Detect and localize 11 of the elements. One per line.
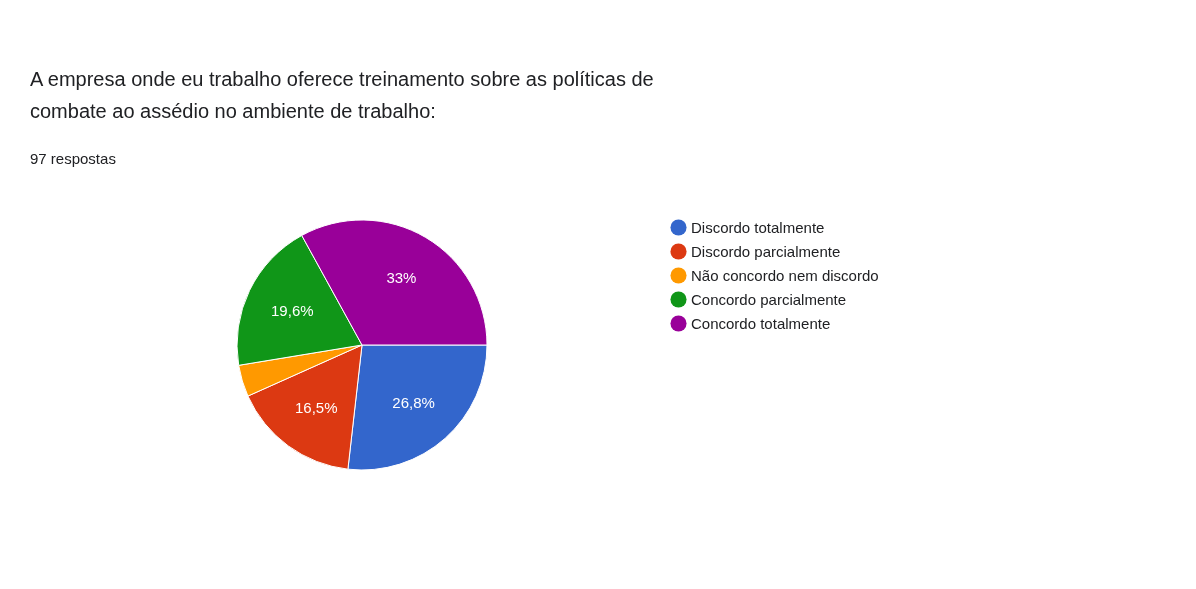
legend-label: Concordo totalmente bbox=[691, 314, 831, 332]
legend-label: Não concordo nem discordo bbox=[691, 266, 879, 284]
data-label: 19,6% bbox=[271, 302, 314, 320]
legend-label: Discordo totalmente bbox=[691, 218, 825, 236]
legend-label: Concordo parcialmente bbox=[691, 290, 847, 308]
data-label: 16,5% bbox=[294, 398, 338, 416]
text: 97 respostas bbox=[30, 150, 116, 167]
data-label: 33% bbox=[386, 269, 417, 287]
legend-label: Discordo parcialmente bbox=[691, 242, 841, 260]
chart-title: A empresa onde eu trabalho oferece treinamento sobre as políticas de combate ao assédio no ambiente de trabalho: bbox=[30, 68, 654, 122]
data-label: 26,8% bbox=[392, 393, 435, 411]
